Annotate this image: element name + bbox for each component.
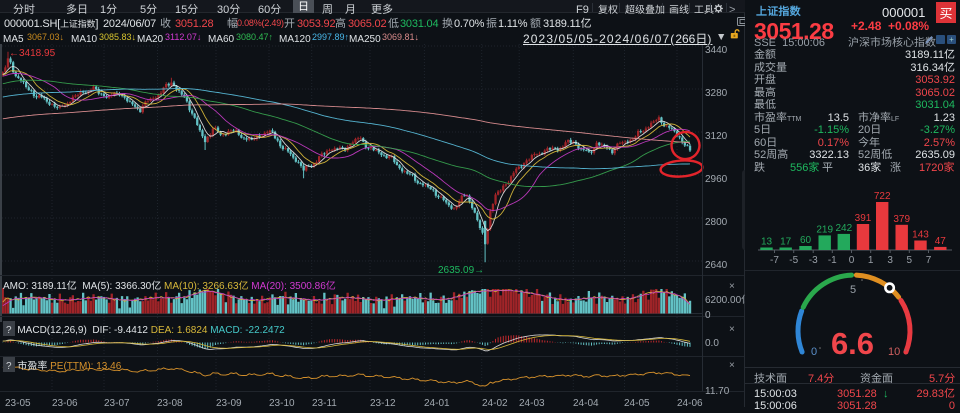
svg-text:7: 7 <box>926 255 932 266</box>
svg-text:0: 0 <box>849 255 855 266</box>
svg-text:60: 60 <box>800 235 812 246</box>
svg-text:13: 13 <box>761 237 773 248</box>
svg-text:143: 143 <box>912 230 929 241</box>
svg-text:379: 379 <box>893 214 910 225</box>
svg-text:242: 242 <box>835 223 852 234</box>
svg-text:3: 3 <box>887 255 893 266</box>
svg-text:-3: -3 <box>809 255 818 266</box>
svg-text:391: 391 <box>855 213 872 224</box>
svg-text:219: 219 <box>816 224 833 235</box>
svg-text:47: 47 <box>935 236 947 247</box>
svg-text:722: 722 <box>874 191 891 202</box>
svg-text:17: 17 <box>780 237 792 248</box>
svg-text:1: 1 <box>868 255 874 266</box>
svg-text:5: 5 <box>850 284 856 296</box>
svg-text:-1: -1 <box>828 255 837 266</box>
svg-text:5: 5 <box>907 255 913 266</box>
svg-text:-7: -7 <box>770 255 779 266</box>
svg-text:10: 10 <box>888 346 900 358</box>
svg-text:0: 0 <box>811 346 817 358</box>
svg-text:-5: -5 <box>789 255 798 266</box>
